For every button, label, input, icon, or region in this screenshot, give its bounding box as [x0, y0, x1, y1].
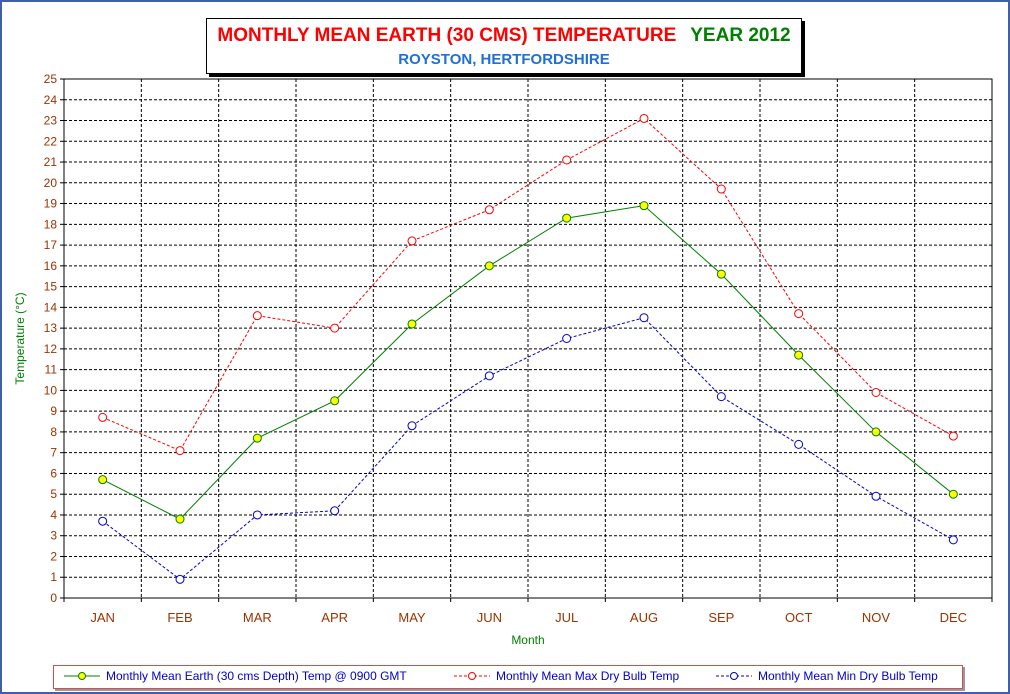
y-tick-label: 6 — [50, 466, 57, 480]
series-2-point — [794, 309, 804, 319]
x-tick-label: FEB — [167, 610, 192, 625]
series-2-point — [484, 205, 494, 215]
legend-item-3: Monthly Mean Min Dry Bulb Temp — [714, 669, 938, 683]
y-tick-label: 20 — [44, 176, 58, 190]
y-tick-label: 4 — [50, 508, 57, 522]
y-tick-label: 16 — [44, 259, 58, 273]
series-3-point — [484, 371, 494, 381]
series-1-point — [252, 433, 262, 443]
series-2-point — [407, 236, 417, 246]
series-1-point — [484, 261, 494, 271]
series-1-point — [871, 427, 881, 437]
series-3-point — [98, 516, 108, 526]
y-tick-label: 2 — [50, 549, 57, 563]
y-tick-label: 25 — [44, 72, 58, 86]
legend-swatch — [64, 672, 100, 680]
x-tick-label: SEP — [708, 610, 734, 625]
series-3-point — [407, 421, 417, 431]
y-tick-label: 19 — [44, 197, 58, 211]
y-tick-label: 22 — [44, 134, 58, 148]
series-2-point — [330, 323, 340, 333]
series-3-point — [252, 510, 262, 520]
series-1-point — [175, 514, 185, 524]
series-2-point — [562, 155, 572, 165]
series-2-point — [252, 311, 262, 321]
series-line-1 — [102, 205, 954, 520]
y-tick-label: 3 — [50, 529, 57, 543]
x-tick-label: OCT — [785, 610, 813, 625]
legend-item-1: Monthly Mean Earth (30 cms Depth) Temp @… — [62, 669, 407, 683]
y-tick-label: 11 — [45, 363, 58, 377]
title-line: MONTHLY MEAN EARTH (30 CMS) TEMPERATURE Y… — [207, 25, 801, 47]
y-tick-label: 21 — [44, 155, 58, 169]
series-1-point — [948, 489, 958, 499]
series-1-point — [639, 201, 649, 211]
x-tick-label: MAR — [243, 610, 272, 625]
x-tick-label: DEC — [940, 610, 967, 625]
y-tick-label: 18 — [44, 217, 58, 231]
y-tick-label: 24 — [44, 93, 58, 107]
x-tick-label: NOV — [862, 610, 891, 625]
y-axis-label: Temperature (°C) — [13, 292, 27, 384]
series-2-point — [871, 387, 881, 397]
line-chart: 0123456789101112131415161718192021222324… — [13, 72, 993, 647]
legend: Monthly Mean Earth (30 cms Depth) Temp @… — [53, 665, 963, 689]
x-tick-label: APR — [321, 610, 348, 625]
x-tick-label: MAY — [398, 610, 426, 625]
y-tick-label: 15 — [44, 280, 58, 294]
y-tick-label: 14 — [44, 300, 58, 314]
x-axis-label: Month — [511, 633, 544, 647]
title-box: MONTHLY MEAN EARTH (30 CMS) TEMPERATURE Y… — [206, 18, 802, 74]
x-tick-label: JUN — [477, 610, 502, 625]
x-tick-label: AUG — [630, 610, 658, 625]
y-tick-label: 13 — [44, 321, 58, 335]
series-3-point — [330, 506, 340, 516]
series-1-point — [407, 319, 417, 329]
y-tick-label: 1 — [50, 570, 57, 584]
y-tick-label: 17 — [44, 238, 58, 252]
legend-label: Monthly Mean Min Dry Bulb Temp — [758, 669, 938, 683]
chart-year: YEAR 2012 — [690, 25, 791, 46]
series-2-point — [716, 184, 726, 194]
series-1-point — [98, 475, 108, 485]
series-1-point — [716, 269, 726, 279]
legend-item-2: Monthly Mean Max Dry Bulb Temp — [452, 669, 679, 683]
x-tick-label: JAN — [90, 610, 115, 625]
series-2-point — [98, 412, 108, 422]
series-line-3 — [102, 317, 954, 580]
y-tick-label: 7 — [50, 446, 57, 460]
series-3-point — [716, 392, 726, 402]
series-3-point — [175, 574, 185, 584]
y-tick-label: 10 — [44, 383, 58, 397]
series-1-point — [562, 213, 572, 223]
legend-label: Monthly Mean Earth (30 cms Depth) Temp @… — [106, 669, 407, 683]
chart-subtitle: ROYSTON, HERTFORDSHIRE — [398, 51, 610, 68]
series-3-point — [871, 491, 881, 501]
legend-label: Monthly Mean Max Dry Bulb Temp — [496, 669, 680, 683]
series-3-point — [562, 334, 572, 343]
series-3-point — [948, 535, 958, 545]
y-tick-label: 9 — [50, 404, 57, 418]
series-1-point — [794, 350, 804, 360]
series-2-point — [175, 446, 185, 456]
legend-swatch — [716, 672, 752, 680]
series-1-point — [330, 396, 340, 406]
y-tick-label: 0 — [50, 591, 57, 605]
legend-swatch — [454, 672, 490, 680]
y-tick-label: 8 — [50, 425, 57, 439]
series-3-point — [639, 313, 649, 323]
series-line-2 — [102, 117, 954, 452]
chart-title: MONTHLY MEAN EARTH (30 CMS) TEMPERATURE — [217, 25, 677, 46]
series-3-point — [794, 439, 804, 449]
y-tick-label: 12 — [44, 342, 58, 356]
series-2-point — [639, 113, 649, 123]
series-2-point — [948, 431, 958, 441]
y-tick-label: 5 — [50, 487, 57, 501]
x-tick-label: JUL — [555, 610, 578, 625]
plot-border — [63, 78, 993, 599]
y-tick-label: 23 — [44, 114, 58, 128]
